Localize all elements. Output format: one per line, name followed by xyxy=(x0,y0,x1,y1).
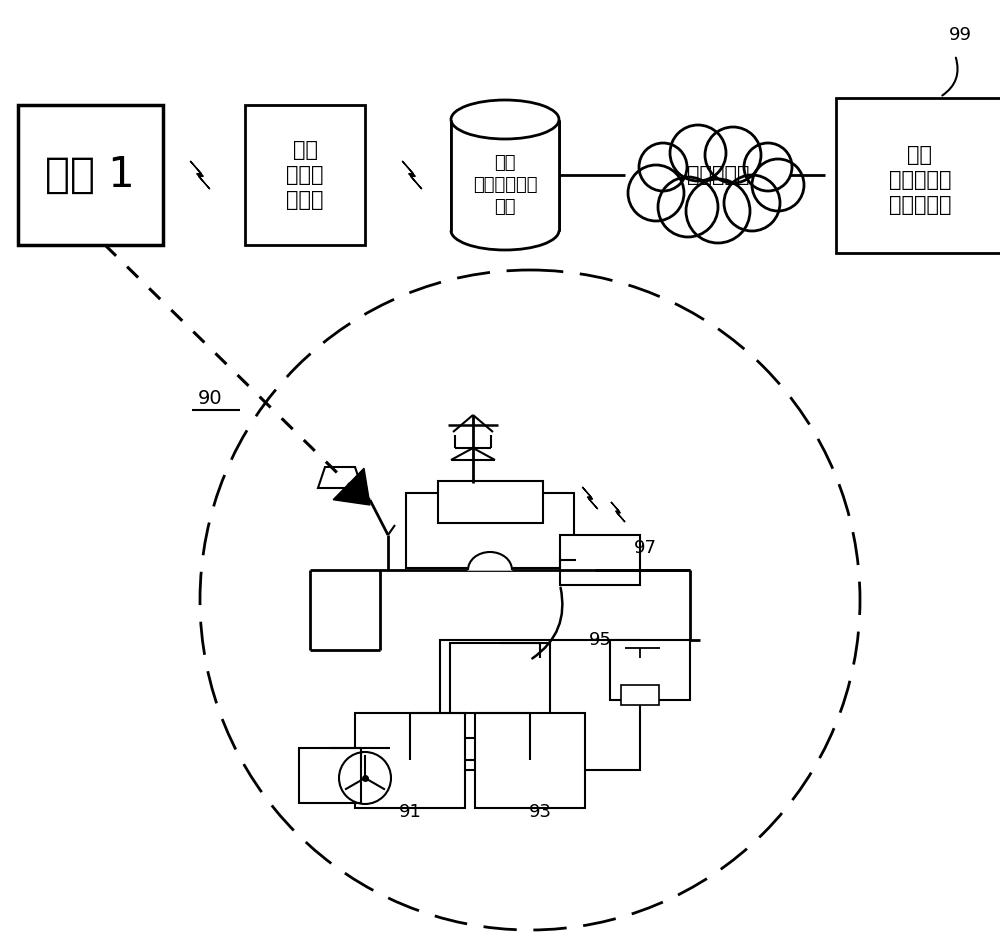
Polygon shape xyxy=(402,161,422,189)
Bar xyxy=(450,643,550,738)
Circle shape xyxy=(670,125,726,181)
Bar xyxy=(440,640,640,770)
Text: 93: 93 xyxy=(528,803,552,821)
Circle shape xyxy=(705,127,761,183)
Polygon shape xyxy=(611,502,625,522)
Polygon shape xyxy=(318,467,362,488)
Wedge shape xyxy=(468,548,512,570)
Bar xyxy=(245,105,365,245)
Bar xyxy=(355,712,465,807)
Polygon shape xyxy=(333,468,370,505)
Bar xyxy=(438,481,542,523)
FancyArrowPatch shape xyxy=(532,587,562,659)
Text: 船舶 1: 船舶 1 xyxy=(45,154,135,196)
Bar xyxy=(475,712,585,807)
Text: 船舶
压载水大数
据分析装置: 船舶 压载水大数 据分析装置 xyxy=(889,146,951,215)
Ellipse shape xyxy=(451,100,559,139)
Text: 局域互联网: 局域互联网 xyxy=(687,165,749,185)
Circle shape xyxy=(744,143,792,191)
Text: 99: 99 xyxy=(948,26,972,44)
Circle shape xyxy=(752,159,804,211)
Bar xyxy=(560,535,640,585)
Text: 95: 95 xyxy=(588,631,612,649)
Bar xyxy=(406,492,574,567)
FancyArrowPatch shape xyxy=(942,58,958,95)
Circle shape xyxy=(686,179,750,243)
Circle shape xyxy=(628,165,684,221)
Polygon shape xyxy=(582,487,598,509)
Bar xyxy=(610,640,690,700)
Circle shape xyxy=(724,175,780,231)
Bar xyxy=(18,105,162,245)
Bar xyxy=(836,97,1000,252)
Text: 90: 90 xyxy=(198,388,222,407)
Circle shape xyxy=(658,177,718,237)
Text: 91: 91 xyxy=(399,803,421,821)
Text: 97: 97 xyxy=(634,539,656,557)
Bar xyxy=(299,747,361,803)
Circle shape xyxy=(639,143,687,191)
Bar xyxy=(451,120,559,230)
Text: 船舶
压载水运行服
务器: 船舶 压载水运行服 务器 xyxy=(473,154,537,216)
Text: 移动
通信网
络基站: 移动 通信网 络基站 xyxy=(286,140,324,209)
Polygon shape xyxy=(190,161,210,189)
Bar xyxy=(621,685,659,705)
